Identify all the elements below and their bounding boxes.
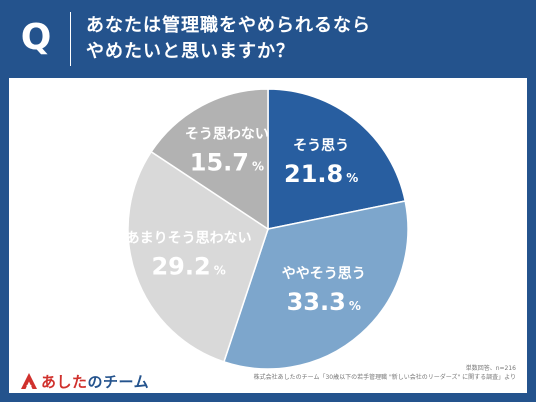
logo-a-icon (21, 373, 37, 389)
slice-value-label: 29.2% (151, 252, 225, 280)
slice-value-label: 15.7% (190, 149, 264, 177)
question-line-2: やめたいと思いますか？ (86, 41, 295, 62)
note-sample-size: 単数回答、n=216 (465, 365, 516, 372)
slice-category-label: そう思わない (185, 127, 269, 143)
slice-value-label: 33.3% (287, 288, 361, 316)
company-logo: あしたのチーム (20, 370, 149, 392)
slice-value-label: 21.8% (284, 160, 358, 188)
pie-slice (127, 150, 269, 363)
logo-text-sub: のチーム (87, 372, 150, 391)
survey-note: 単数回答、n=216 株式会社あしたのチーム「30歳以下の若手管理職 "新しい会… (254, 364, 516, 382)
slice-category-label: ややそう思う (282, 266, 366, 282)
frame-right (527, 78, 536, 402)
pie-slice (222, 200, 409, 370)
question-marker: Q (20, 17, 52, 58)
question-header: Q あなたは管理職をやめられるなら やめたいと思いますか？ (0, 0, 536, 78)
frame-bottom (0, 393, 536, 402)
question-text: あなたは管理職をやめられるなら やめたいと思いますか？ (86, 13, 526, 65)
pie-slice (150, 88, 269, 231)
header-divider (70, 12, 71, 66)
logo-text: あしたのチーム (41, 371, 149, 392)
pie-slice (267, 88, 407, 230)
question-line-1: あなたは管理職をやめられるなら (86, 15, 371, 36)
note-source: 株式会社あしたのチーム「30歳以下の若手管理職 "新しい会社のリーダーズ" に関… (253, 374, 516, 381)
logo-text-main: あした (41, 372, 88, 391)
slice-category-label: あまりそう思わない (126, 230, 252, 246)
frame-left (0, 78, 9, 402)
slice-category-label: そう思う (293, 138, 349, 154)
